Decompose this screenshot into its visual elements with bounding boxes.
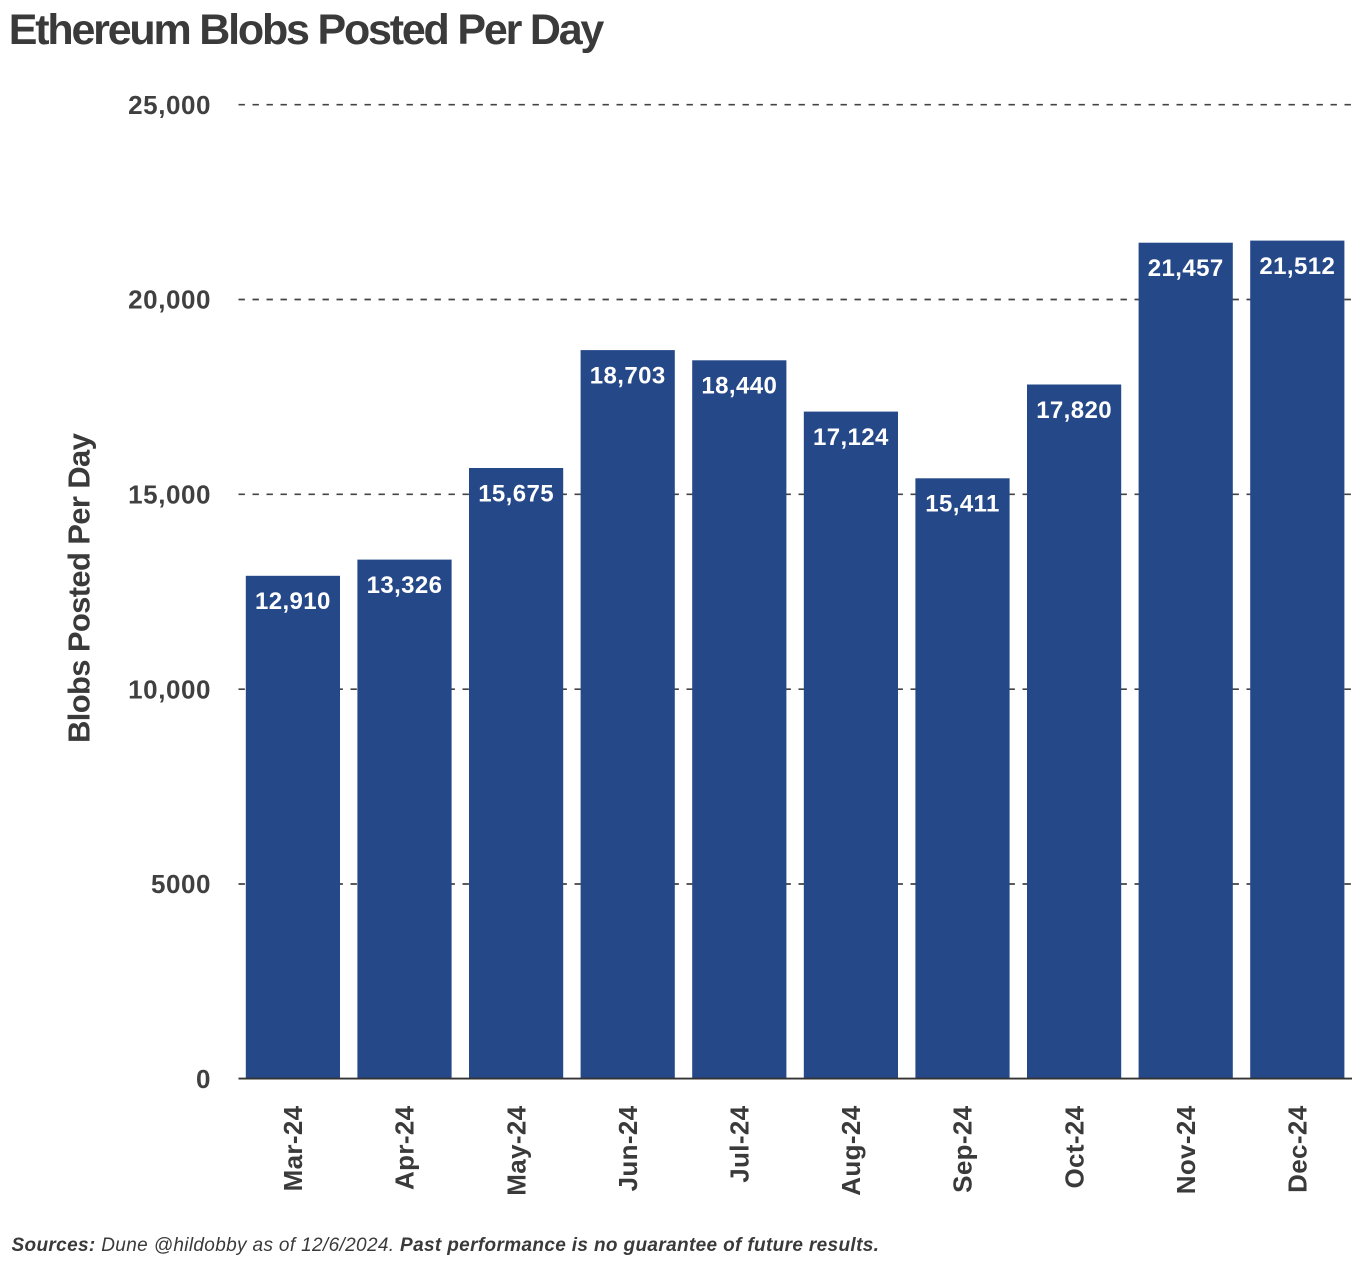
svg-text:Sep-24: Sep-24 — [948, 1105, 978, 1193]
svg-text:5000: 5000 — [151, 869, 211, 899]
svg-text:18,703: 18,703 — [590, 362, 666, 389]
svg-text:18,440: 18,440 — [701, 373, 777, 400]
svg-text:Nov-24: Nov-24 — [1171, 1105, 1201, 1194]
svg-text:Apr-24: Apr-24 — [390, 1105, 420, 1190]
svg-text:25,000: 25,000 — [128, 90, 211, 120]
svg-text:0: 0 — [196, 1064, 211, 1094]
svg-text:12,910: 12,910 — [255, 588, 331, 615]
svg-text:Mar-24: Mar-24 — [278, 1105, 308, 1191]
svg-text:Dec-24: Dec-24 — [1283, 1105, 1313, 1193]
svg-text:Blobs Posted Per Day: Blobs Posted Per Day — [62, 432, 97, 743]
svg-text:Oct-24: Oct-24 — [1059, 1105, 1089, 1188]
svg-text:15,675: 15,675 — [478, 480, 554, 507]
svg-text:15,411: 15,411 — [925, 491, 999, 518]
svg-text:Jul-24: Jul-24 — [725, 1105, 755, 1182]
svg-text:20,000: 20,000 — [128, 285, 211, 315]
svg-text:Aug-24: Aug-24 — [836, 1105, 866, 1195]
svg-text:17,820: 17,820 — [1036, 397, 1112, 424]
svg-text:17,124: 17,124 — [813, 424, 889, 451]
svg-text:13,326: 13,326 — [367, 572, 443, 599]
svg-text:21,457: 21,457 — [1148, 255, 1224, 282]
svg-text:Jun-24: Jun-24 — [613, 1105, 643, 1191]
svg-text:10,000: 10,000 — [128, 674, 211, 704]
svg-text:May-24: May-24 — [501, 1105, 531, 1195]
svg-text:15,000: 15,000 — [128, 480, 211, 510]
svg-text:Sources: Dune @hildobby as of: Sources: Dune @hildobby as of 12/6/2024.… — [12, 1235, 880, 1256]
svg-text:Ethereum Blobs Posted Per Day: Ethereum Blobs Posted Per Day — [9, 6, 605, 54]
svg-text:21,512: 21,512 — [1259, 253, 1335, 280]
